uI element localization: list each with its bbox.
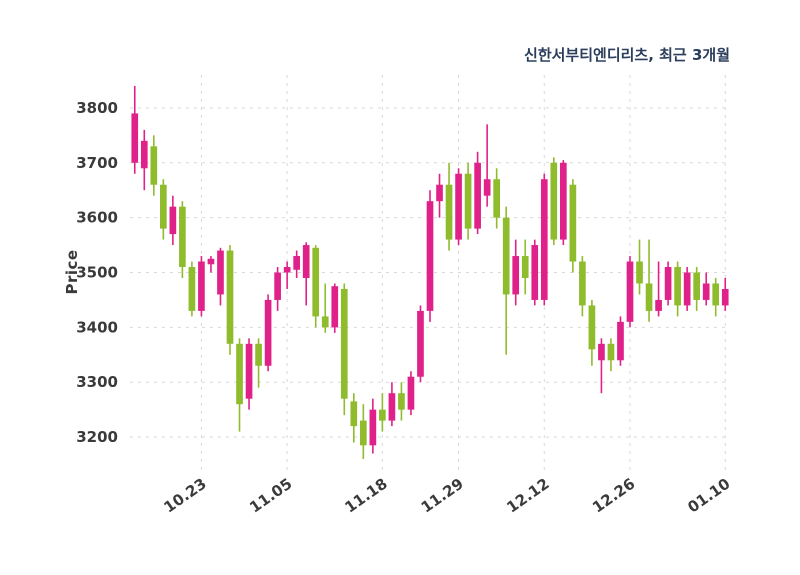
candle-body-up — [302, 245, 310, 278]
candle-body-down — [464, 173, 472, 229]
x-tick-label: 10.23 — [161, 475, 210, 517]
x-tick-label: 11.18 — [341, 475, 390, 517]
candle-body-down — [160, 184, 167, 229]
y-tick-label: 3800 — [76, 99, 118, 117]
candle-body-down — [379, 409, 386, 421]
candle-body-up — [131, 113, 139, 163]
candle-body-up — [283, 267, 291, 273]
candle-body-down — [179, 206, 186, 268]
candle-body-down — [502, 217, 510, 295]
candle-body-up — [436, 184, 443, 202]
x-tick-label: 12.26 — [589, 475, 638, 517]
candle-body-up — [512, 256, 520, 295]
candle-body-up — [407, 376, 415, 410]
candle-body-down — [588, 305, 596, 350]
candle-body-down — [636, 261, 643, 284]
candle-body-down — [674, 267, 681, 306]
candle-body-down — [236, 343, 243, 405]
candle-body-up — [293, 256, 300, 270]
candle-body-up — [617, 321, 624, 361]
y-tick-label: 3300 — [76, 373, 118, 391]
candle-body-down — [493, 179, 500, 218]
candle-body-down — [321, 316, 329, 328]
candle-body-up — [207, 258, 215, 265]
candle-body-down — [350, 401, 358, 427]
candle-body-up — [455, 173, 462, 240]
candle-body-up — [626, 261, 634, 322]
y-tick-label: 3500 — [76, 264, 118, 282]
candle-body-up — [483, 179, 491, 196]
candle-body-down — [645, 283, 653, 311]
candle-body-up — [560, 162, 567, 240]
candle-body-down — [398, 393, 405, 410]
candle-body-up — [264, 299, 272, 366]
x-tick-label: 11.29 — [418, 475, 467, 517]
candle-body-up — [683, 272, 691, 306]
candle-body-up — [388, 393, 396, 421]
candle-body-down — [445, 184, 453, 240]
y-tick-label: 3200 — [76, 428, 118, 446]
candle-body-down — [255, 343, 262, 366]
candle-body-up — [217, 250, 224, 295]
candle-body-up — [245, 343, 253, 399]
x-tick-label: 01.10 — [684, 475, 733, 517]
y-tick-label: 3600 — [76, 209, 118, 227]
candle-body-down — [693, 272, 700, 300]
candle-body-up — [169, 206, 177, 235]
candle-body-up — [417, 310, 424, 377]
candle-body-down — [188, 267, 196, 311]
candle-body-up — [474, 162, 481, 229]
candle-body-up — [664, 267, 672, 300]
candle-body-down — [150, 146, 158, 185]
candle-body-up — [721, 288, 729, 306]
candle-body-down — [340, 288, 348, 399]
y-tick-label: 3700 — [76, 154, 118, 172]
candle-body-down — [712, 283, 720, 306]
candle-body-up — [540, 179, 548, 300]
candle-body-down — [360, 420, 367, 446]
candle-body-down — [312, 247, 320, 317]
candle-body-down — [607, 343, 615, 361]
candle-body-up — [598, 343, 605, 361]
candle-body-down — [579, 261, 586, 306]
chart-title: 신한서부티엔디리츠, 최근 3개월 — [524, 46, 730, 64]
candle-body-up — [274, 272, 281, 300]
candle-body-down — [569, 184, 577, 262]
candle-body-up — [531, 245, 539, 300]
candle-body-up — [140, 140, 148, 169]
candle-body-up — [426, 201, 434, 311]
candle-body-up — [369, 409, 377, 446]
candle-body-up — [655, 299, 662, 311]
y-tick-label: 3400 — [76, 318, 118, 336]
candle-body-up — [331, 286, 339, 328]
candle-body-up — [702, 283, 710, 300]
x-tick-label: 12.12 — [503, 475, 552, 517]
candle-body-up — [198, 261, 205, 311]
candle-body-down — [521, 256, 529, 278]
x-tick-label: 11.05 — [246, 475, 295, 517]
candle-body-down — [226, 250, 234, 344]
candle-body-down — [550, 162, 558, 240]
